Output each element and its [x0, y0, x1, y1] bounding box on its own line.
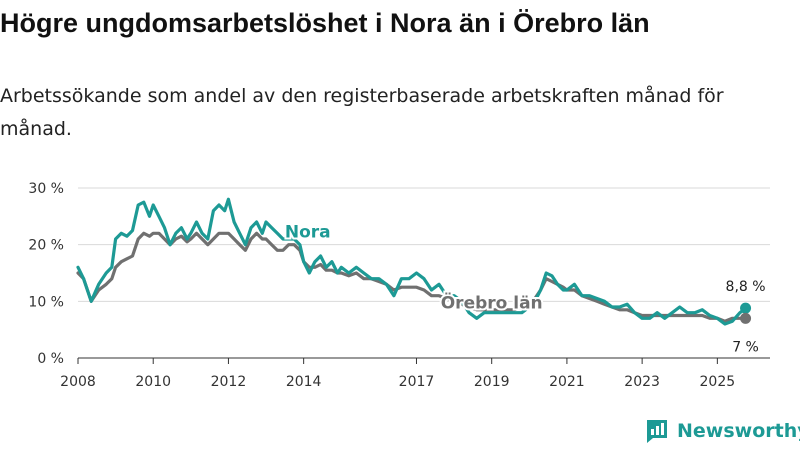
x-tick-label: 2019 [474, 374, 510, 390]
page-title: Högre ungdomsarbetslöshet i Nora än i Ör… [0, 8, 650, 38]
x-tick-label: 2012 [211, 374, 247, 390]
orebro-end-label: 7 % [732, 339, 759, 355]
brand-name: Newsworthy [677, 420, 800, 442]
x-tick-label: 2008 [60, 374, 96, 390]
label-layer: 8,8 % 7 % Nora Örebro län [283, 220, 766, 355]
x-tick-label: 2023 [624, 374, 660, 390]
chart-subtitle: Arbetssökande som andel av den registerb… [0, 85, 724, 140]
nora-series-line [76, 197, 748, 326]
x-tick-label: 2017 [399, 374, 435, 390]
x-tick-label: 2021 [549, 374, 585, 390]
x-tick-label: 2010 [135, 374, 171, 390]
x-tick-label: 2025 [700, 374, 736, 390]
y-tick-label: 30 % [28, 181, 64, 197]
orebro-series-label: Örebro län [441, 292, 543, 314]
newsworthy-logo-icon [647, 420, 667, 443]
newsworthy-brand[interactable]: Newsworthy [644, 418, 800, 444]
y-tick-label: 20 % [28, 238, 64, 254]
orebro-end-point [740, 312, 752, 324]
nora-end-point [740, 302, 752, 314]
x-tick-label: 2014 [286, 374, 322, 390]
grid-layer: 0 % 10 % 20 % 30 % 2008 2010 2012 2014 2017 2019 2… [28, 181, 770, 390]
nora-series-label: Nora [285, 222, 331, 242]
series-layer [76, 197, 752, 326]
y-tick-label: 10 % [28, 294, 64, 310]
nora-end-label: 8,8 % [726, 279, 766, 295]
y-tick-label: 0 % [37, 351, 64, 367]
